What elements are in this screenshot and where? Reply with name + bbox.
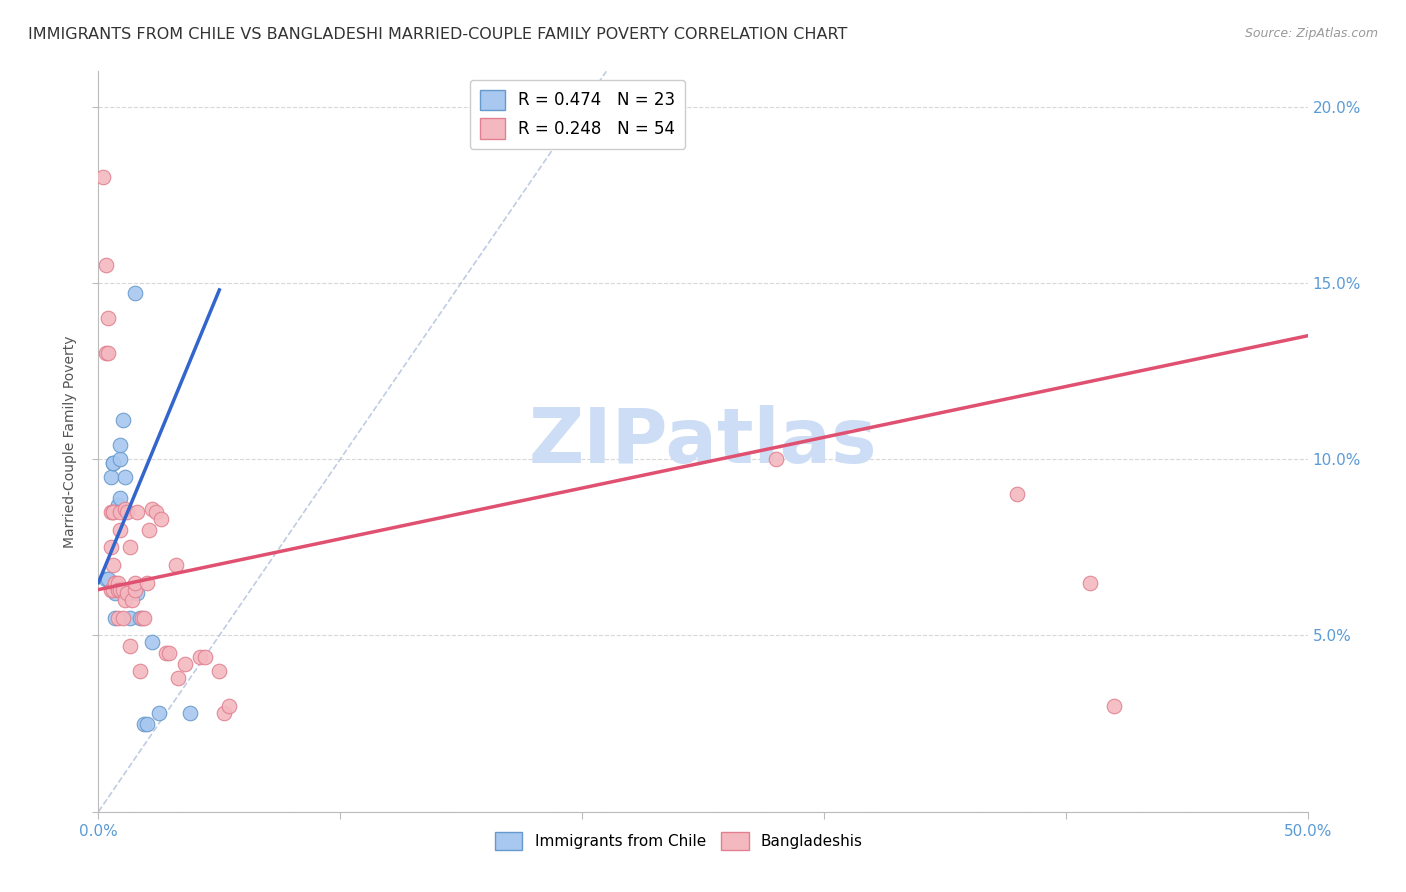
Point [167,671,190,685]
Point [114,501,136,516]
Point [94,572,117,586]
Y-axis label: Married-Couple Family Poverty: Married-Couple Family Poverty [63,335,77,548]
Point [212,706,235,720]
Point [97,311,120,326]
Point [114,470,136,484]
Point [100,505,122,519]
Point [111,413,134,427]
Point [108,505,131,519]
Point [138,523,160,537]
Point [157,646,180,660]
Point [107,498,129,512]
Point [114,593,136,607]
Point [108,438,131,452]
Point [118,541,141,555]
Point [121,593,143,607]
Point [179,706,201,720]
Point [208,664,231,678]
Point [141,501,163,516]
Point [218,698,240,713]
Point [94,258,117,272]
Point [101,558,124,572]
Point [100,582,122,597]
Point [155,646,177,660]
Legend: Immigrants from Chile, Bangladeshis: Immigrants from Chile, Bangladeshis [489,826,869,856]
Point [150,512,173,526]
Point [1102,698,1125,713]
Point [128,664,150,678]
Point [104,611,127,625]
Point [100,541,122,555]
Point [117,586,139,600]
Point [101,505,124,519]
Point [134,716,156,731]
Point [194,649,217,664]
Point [765,452,787,467]
Point [127,586,149,600]
Point [117,505,139,519]
Point [131,611,153,625]
Point [135,575,157,590]
Point [108,452,131,467]
Point [111,582,134,597]
Text: Source: ZipAtlas.com: Source: ZipAtlas.com [1244,27,1378,40]
Point [124,575,146,590]
Text: IMMIGRANTS FROM CHILE VS BANGLADESHI MARRIED-COUPLE FAMILY POVERTY CORRELATION C: IMMIGRANTS FROM CHILE VS BANGLADESHI MAR… [28,27,848,42]
Point [1078,575,1101,590]
Point [97,572,120,586]
Point [108,523,131,537]
Point [104,575,127,590]
Point [101,505,124,519]
Point [188,649,211,664]
Point [101,456,124,470]
Point [134,611,156,625]
Point [135,716,157,731]
Point [100,470,122,484]
Point [127,505,149,519]
Point [101,456,124,470]
Point [145,505,167,519]
Point [174,657,197,671]
Text: ZIPatlas: ZIPatlas [529,405,877,478]
Point [148,706,170,720]
Point [111,611,134,625]
Point [104,586,127,600]
Point [107,611,129,625]
Point [117,582,139,597]
Point [104,575,127,590]
Point [101,582,124,597]
Point [141,635,163,649]
Point [94,346,117,360]
Point [107,582,129,597]
Point [124,582,146,597]
Point [118,611,141,625]
Point [118,639,141,653]
Point [97,346,120,360]
Point [165,558,187,572]
Point [108,582,131,597]
Point [124,286,146,301]
Point [91,170,114,185]
Point [107,575,129,590]
Point [128,611,150,625]
Point [1007,487,1029,501]
Point [108,491,131,505]
